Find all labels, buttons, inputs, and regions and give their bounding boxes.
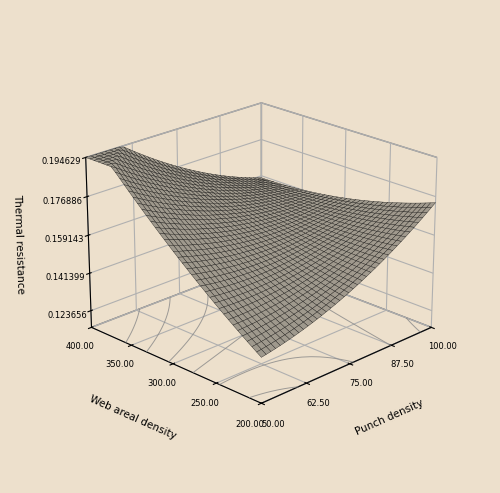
Y-axis label: Web areal density: Web areal density [88, 394, 178, 441]
X-axis label: Punch density: Punch density [354, 398, 425, 437]
